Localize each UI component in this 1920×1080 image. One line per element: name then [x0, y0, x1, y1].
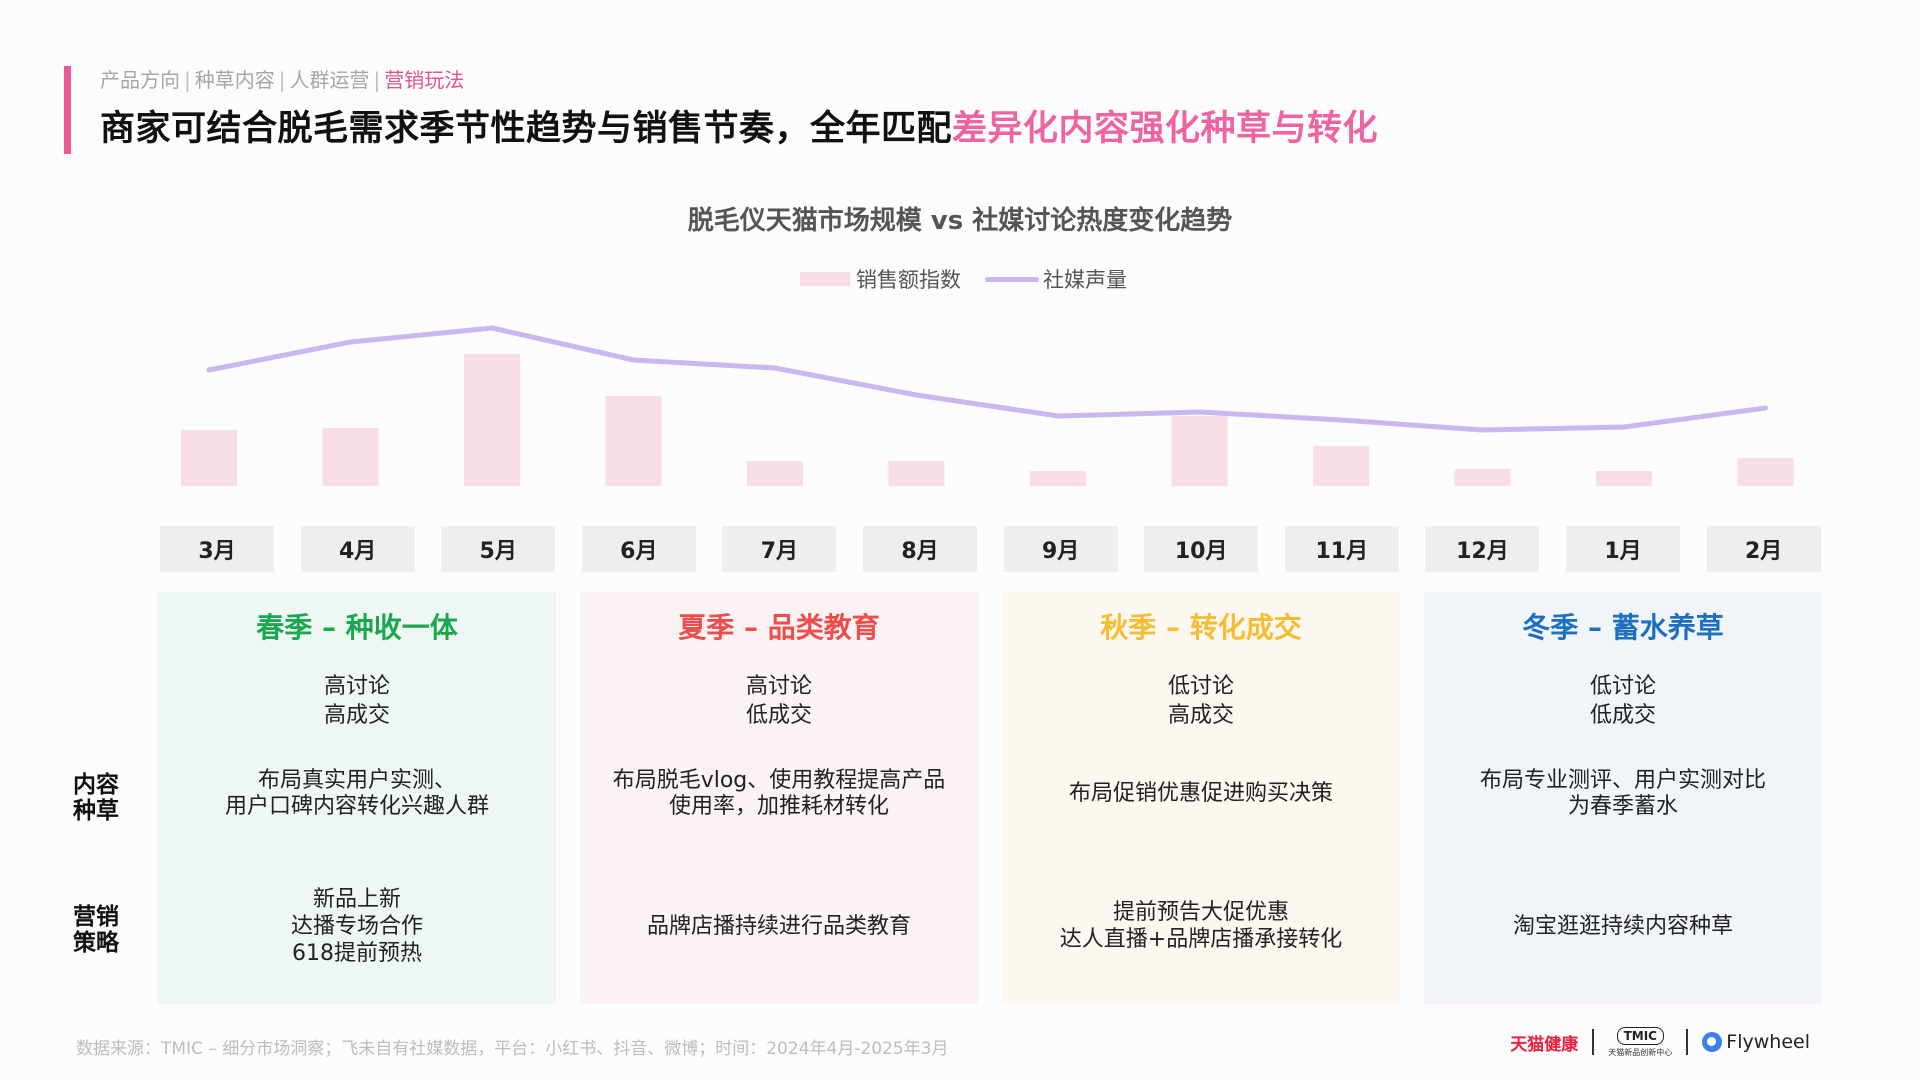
- chart-title: 脱毛仪天猫市场规模 vs 社媒讨论热度变化趋势: [687, 206, 1233, 236]
- headline-highlight: 差异化内容强化种草与转化: [952, 109, 1379, 149]
- footer-logos: 天猫健康 TMIC 天猫新品创新中心 Flywheel: [1510, 1022, 1810, 1062]
- tmall-health-logo: 天猫健康: [1510, 1034, 1579, 1055]
- sales-bar: [605, 396, 662, 486]
- month-label: 8月: [863, 526, 977, 572]
- month-label: 3月: [160, 526, 274, 572]
- season-content-strategy: 布局真实用户实测、 用户口碑内容转化兴趣人群: [224, 768, 489, 819]
- sales-bar: [1030, 471, 1086, 486]
- sales-bar: [1737, 458, 1794, 486]
- sales-bar: [747, 461, 803, 486]
- season-content-strategy: 布局促销优惠促进购买决策: [1068, 781, 1333, 806]
- headline-main: 商家可结合脱毛需求季节性趋势与销售节奏，全年匹配: [100, 109, 953, 149]
- season-title: 冬季 – 蓄水养草: [1522, 611, 1724, 644]
- breadcrumb-item[interactable]: 产品方向: [100, 68, 180, 92]
- legend-swatch-line: [985, 276, 1039, 282]
- month-label: 1月: [1566, 526, 1680, 572]
- season-panel: 冬季 – 蓄水养草低讨论 低成交布局专业测评、用户实测对比 为春季蓄水淘宝逛逛持续内…: [1424, 592, 1822, 1004]
- season-marketing-strategy: 淘宝逛逛持续内容种草: [1512, 913, 1733, 939]
- chart-plot: [181, 325, 1794, 486]
- season-marketing-strategy: 新品上新 达播专场合作 618提前预热: [290, 886, 423, 966]
- month-label: 11月: [1284, 526, 1399, 572]
- month-label: 9月: [1003, 526, 1118, 572]
- month-label: 5月: [441, 526, 556, 572]
- month-axis: 3月 4月 5月 6月 7月 8月 9月 10月 11月 12月 1月 2月: [0, 526, 1920, 572]
- page-title: 商家可结合脱毛需求季节性趋势与销售节奏，全年匹配差异化内容强化种草与转化: [100, 100, 1378, 151]
- sales-bar: [181, 430, 237, 486]
- sales-bar: [1171, 416, 1228, 486]
- breadcrumb-item-active[interactable]: 营销玩法: [384, 68, 465, 92]
- season-state: 低讨论 高成交: [1167, 674, 1234, 728]
- breadcrumb: 产品方向 | 种草内容 | 人群运营 | 营销玩法: [100, 68, 465, 92]
- logo-divider: [1686, 1029, 1689, 1055]
- sales-bar: [322, 428, 379, 486]
- season-panel: 春季 – 种收一体高讨论 高成交布局真实用户实测、 用户口碑内容转化兴趣人群新品上新…: [158, 592, 556, 1004]
- row-label-content: 内容 种草: [73, 772, 119, 824]
- season-marketing-strategy: 提前预告大促优惠 达人直播+品牌店播承接转化: [1059, 900, 1343, 952]
- sales-bar: [464, 354, 520, 486]
- season-title: 秋季 – 转化成交: [1100, 611, 1302, 644]
- season-state: 低讨论 低成交: [1589, 674, 1656, 728]
- season-content-strategy: 布局脱毛vlog、使用教程提高产品 使用率，加推耗材转化: [612, 768, 946, 819]
- month-label: 10月: [1144, 526, 1259, 572]
- sales-bar: [888, 461, 945, 486]
- month-label: 2月: [1706, 526, 1821, 572]
- row-label-marketing: 营销 策略: [73, 904, 119, 956]
- season-marketing-strategy: 品牌店播持续进行品类教育: [646, 913, 911, 939]
- chart-legend: 销售额指数 社媒声量: [800, 264, 1127, 294]
- season-content-strategy: 布局专业测评、用户实测对比 为春季蓄水: [1479, 768, 1766, 819]
- season-title: 夏季 – 品类教育: [678, 611, 880, 644]
- season-title: 春季 – 种收一体: [256, 611, 458, 644]
- flywheel-logo: Flywheel: [1702, 1031, 1810, 1053]
- accent-bar: [64, 66, 71, 154]
- legend-swatch-bar: [800, 272, 850, 286]
- flywheel-icon: [1702, 1032, 1723, 1052]
- breadcrumb-item[interactable]: 种草内容: [194, 68, 275, 92]
- season-state: 高讨论 低成交: [745, 674, 812, 728]
- data-source-note: 数据来源：TMIC – 细分市场洞察；飞未自有社媒数据，平台：小红书、抖音、微博…: [76, 1039, 949, 1059]
- legend-label-sales: 销售额指数: [856, 268, 961, 292]
- season-state: 高讨论 高成交: [323, 674, 390, 728]
- tmic-logo: TMIC 天猫新品创新中心: [1608, 1026, 1673, 1057]
- logo-divider: [1592, 1029, 1595, 1055]
- month-label: 12月: [1425, 526, 1540, 572]
- season-panel: 秋季 – 转化成交低讨论 高成交布局促销优惠促进购买决策提前预告大促优惠 达人直播+…: [1002, 592, 1400, 1004]
- month-label: 7月: [722, 526, 837, 572]
- sales-bar: [1454, 469, 1511, 486]
- month-label: 6月: [581, 526, 696, 572]
- breadcrumb-item[interactable]: 人群运营: [289, 68, 370, 92]
- season-panel: 夏季 – 品类教育高讨论 低成交布局脱毛vlog、使用教程提高产品 使用率，加推耗材…: [580, 592, 978, 1004]
- legend-label-social: 社媒声量: [1043, 268, 1127, 292]
- sales-bar: [1596, 471, 1652, 486]
- sales-bar: [1313, 446, 1369, 486]
- month-label: 4月: [300, 526, 415, 572]
- social-volume-line: [206, 325, 1768, 433]
